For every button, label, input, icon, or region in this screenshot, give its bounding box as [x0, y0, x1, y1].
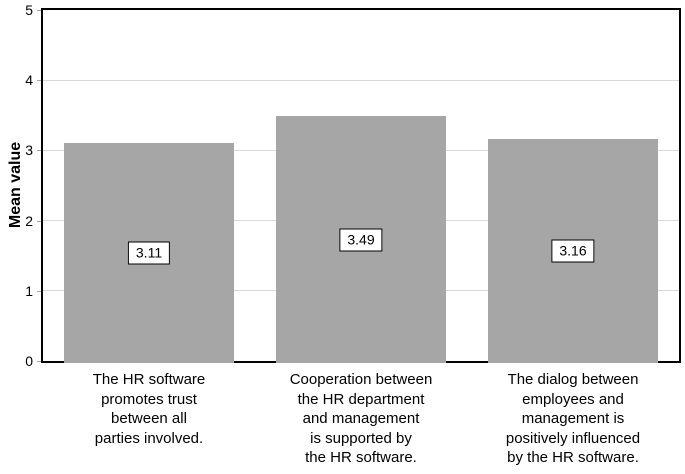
x-category-label: The HR software promotes trust between all…	[43, 370, 255, 448]
x-category-label-line: management is	[521, 410, 625, 427]
bar-value-label: 3.49	[339, 228, 383, 251]
y-tick-label: 3	[25, 142, 33, 159]
bar-value-label: 3.16	[551, 239, 595, 263]
bar: 3.16	[488, 139, 658, 363]
y-tick-mark	[37, 361, 41, 362]
y-tick-mark	[37, 10, 41, 11]
x-category-label: Cooperation between the HR department and …	[255, 370, 467, 468]
x-category-label-line: the HR software.	[305, 449, 417, 466]
x-category-label-line: the HR department	[297, 390, 425, 408]
bar-value-label: 3.11	[127, 241, 171, 265]
x-category-label-line: The dialog between	[507, 371, 639, 388]
x-category-label-line: positively influenced	[505, 429, 641, 447]
y-tick-label: 1	[25, 282, 33, 299]
x-category-label-line: by the HR software.	[507, 449, 639, 466]
y-tick-label: 4	[25, 72, 33, 89]
y-tick-mark	[37, 150, 41, 152]
x-category-label-line: Cooperation between	[289, 371, 433, 388]
gridline	[43, 79, 679, 81]
y-tick-mark	[37, 220, 41, 222]
bar: 3.49	[276, 116, 446, 363]
bar: 3.11	[64, 142, 234, 363]
y-tick-mark	[37, 80, 41, 82]
x-category-label-line: promotes trust	[101, 390, 197, 408]
y-tick-label: 2	[25, 212, 33, 229]
x-category-label: The dialog between employees and managemen…	[467, 370, 679, 468]
x-category-label-line: between all	[111, 410, 187, 427]
y-tick-mark	[37, 290, 41, 292]
x-category-label-line: The HR software	[92, 371, 206, 388]
x-category-label-line: employees and	[522, 390, 624, 408]
plot-area: 3.11 3.49 3.16	[41, 8, 681, 363]
y-tick-label: 0	[25, 353, 33, 369]
x-category-label-line: and management	[302, 410, 420, 427]
y-tick-label: 5	[25, 2, 33, 18]
x-category-label-line: parties involved.	[94, 429, 204, 447]
x-category-label-line: is supported by	[310, 429, 412, 447]
